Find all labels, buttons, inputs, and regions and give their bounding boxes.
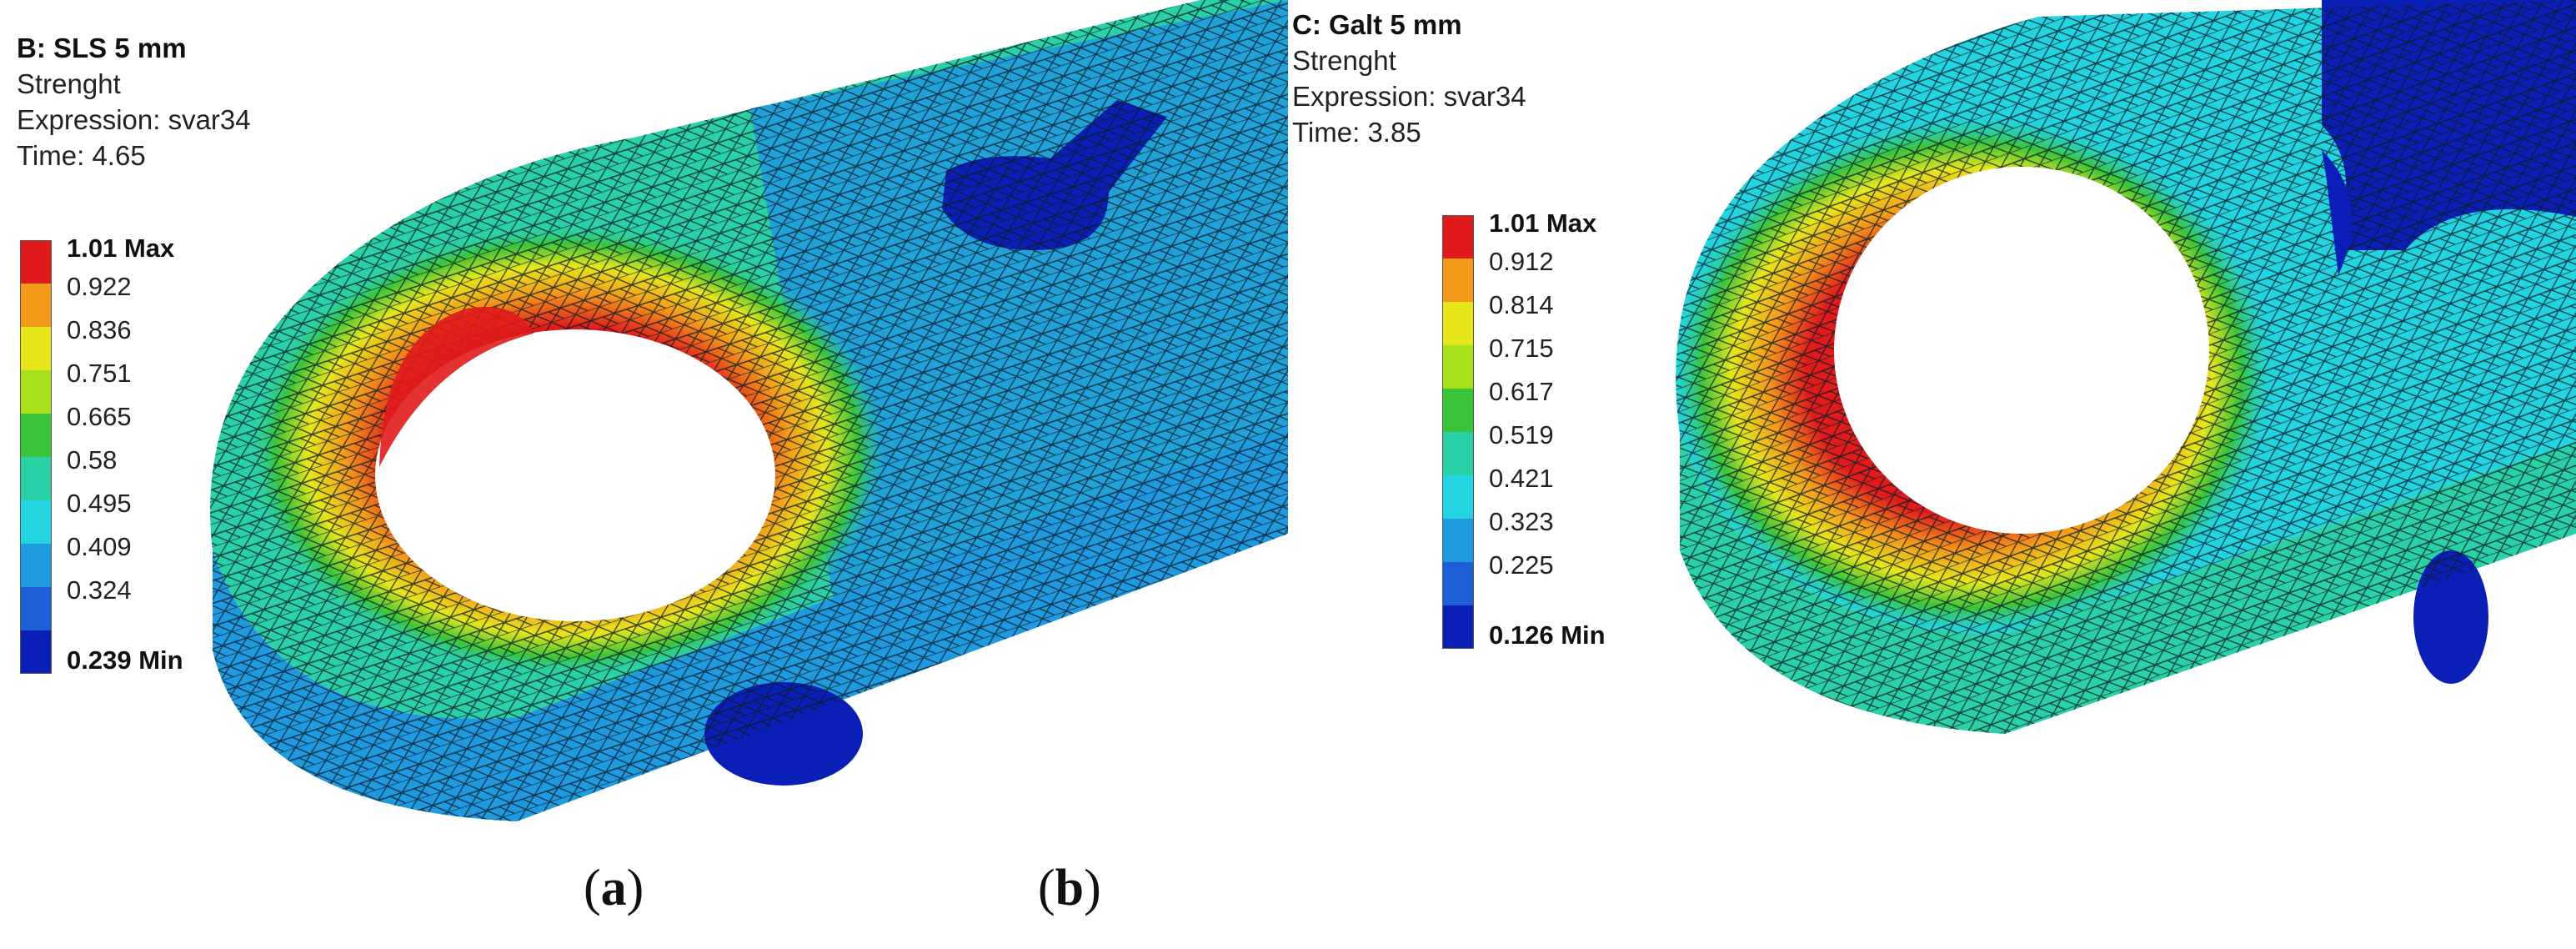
legend-entry: 0.715: [1442, 334, 1692, 389]
legend-frame: [20, 240, 52, 674]
legend-entry: 1.01 Max: [1442, 208, 1692, 259]
legend-entry: 0.814: [1442, 290, 1692, 345]
legend-entry: 0.324: [20, 575, 270, 630]
legend-swatch: [1442, 605, 1474, 649]
legend-entry: 0.617: [1442, 377, 1692, 432]
legend-label: 0.665: [67, 402, 132, 431]
result-name: Strenght: [1292, 45, 1396, 76]
result-time: Time: 3.85: [1292, 117, 1421, 148]
hole-b: [1834, 167, 2209, 534]
legend-entry: 0.126 Min: [1442, 605, 1692, 650]
result-time: Time: 4.65: [17, 140, 146, 171]
caption-a: (a): [584, 860, 644, 916]
legend-swatch: [20, 630, 52, 674]
legend-entry: 0.58: [20, 445, 270, 500]
legend-label: 0.225: [1489, 550, 1554, 580]
legend-label: 0.836: [67, 315, 132, 344]
result-title: B: SLS 5 mm: [17, 33, 187, 63]
legend-entry: 0.836: [20, 315, 270, 370]
info-block-b: C: Galt 5 mm Strenght Expression: svar34…: [1292, 7, 1526, 150]
hole-a: [375, 329, 775, 621]
legend-entry: 0.912: [1442, 247, 1692, 302]
legend-label: 0.617: [1489, 377, 1554, 406]
legend-label: 0.421: [1489, 464, 1554, 493]
legend-swatch: [1442, 259, 1474, 302]
legend-label: 0.324: [67, 575, 132, 605]
legend-swatch: [20, 457, 52, 500]
legend-swatch: [20, 500, 52, 544]
legend-label: 0.519: [1489, 420, 1554, 449]
legend-label: 0.239 Min: [67, 645, 183, 675]
legend-swatch: [20, 414, 52, 457]
legend-label: 0.912: [1489, 247, 1554, 276]
legend-entry: 0.409: [20, 532, 270, 587]
legend-label: 0.814: [1489, 290, 1554, 319]
legend-swatch: [20, 587, 52, 630]
panel-a: B: SLS 5 mm Strenght Expression: svar34 …: [17, 0, 1288, 916]
legend-label: 0.715: [1489, 334, 1554, 363]
legend-entry: 0.665: [20, 402, 270, 457]
legend-entry: 0.323: [1442, 507, 1692, 562]
legend-entry: 0.239 Min: [20, 630, 270, 675]
info-block-a: B: SLS 5 mm Strenght Expression: svar34 …: [17, 30, 251, 173]
fea-model-b: [1671, 0, 2576, 734]
legend-label: 0.58: [67, 445, 118, 474]
result-expression: Expression: svar34: [17, 104, 251, 135]
legend-entry: 0.922: [20, 272, 270, 327]
legend-entry: 0.495: [20, 489, 270, 544]
legend-frame: [1442, 215, 1474, 649]
result-title: C: Galt 5 mm: [1292, 9, 1462, 40]
legend-label: 1.01 Max: [67, 233, 175, 263]
legend-label: 1.01 Max: [1489, 208, 1597, 238]
legend-label: 0.126 Min: [1489, 620, 1606, 650]
legend-entry: 1.01 Max: [20, 233, 270, 284]
legend-entry: 0.225: [1442, 550, 1692, 605]
legend-label: 0.323: [1489, 507, 1554, 536]
caption-b: (b): [1038, 860, 1101, 916]
legend-swatch: [20, 327, 52, 370]
legend-swatch: [20, 240, 52, 284]
legend-entry: 0.519: [1442, 420, 1692, 475]
legend-label: 0.409: [67, 532, 132, 561]
legend-swatch: [1442, 432, 1474, 475]
legend-label: 0.751: [67, 359, 132, 388]
result-name: Strenght: [17, 68, 121, 99]
legend-label: 0.922: [67, 272, 132, 301]
legend-label: 0.495: [67, 489, 132, 518]
legend-entry: 0.751: [20, 359, 270, 414]
result-expression: Expression: svar34: [1292, 81, 1526, 112]
legend-entry: 0.421: [1442, 464, 1692, 519]
panel-b: C: Galt 5 mm Strenght Expression: svar34…: [1038, 0, 2576, 949]
fea-model-a: [210, 0, 1288, 821]
legend-swatch: [20, 544, 52, 587]
legend-swatch: [20, 284, 52, 327]
